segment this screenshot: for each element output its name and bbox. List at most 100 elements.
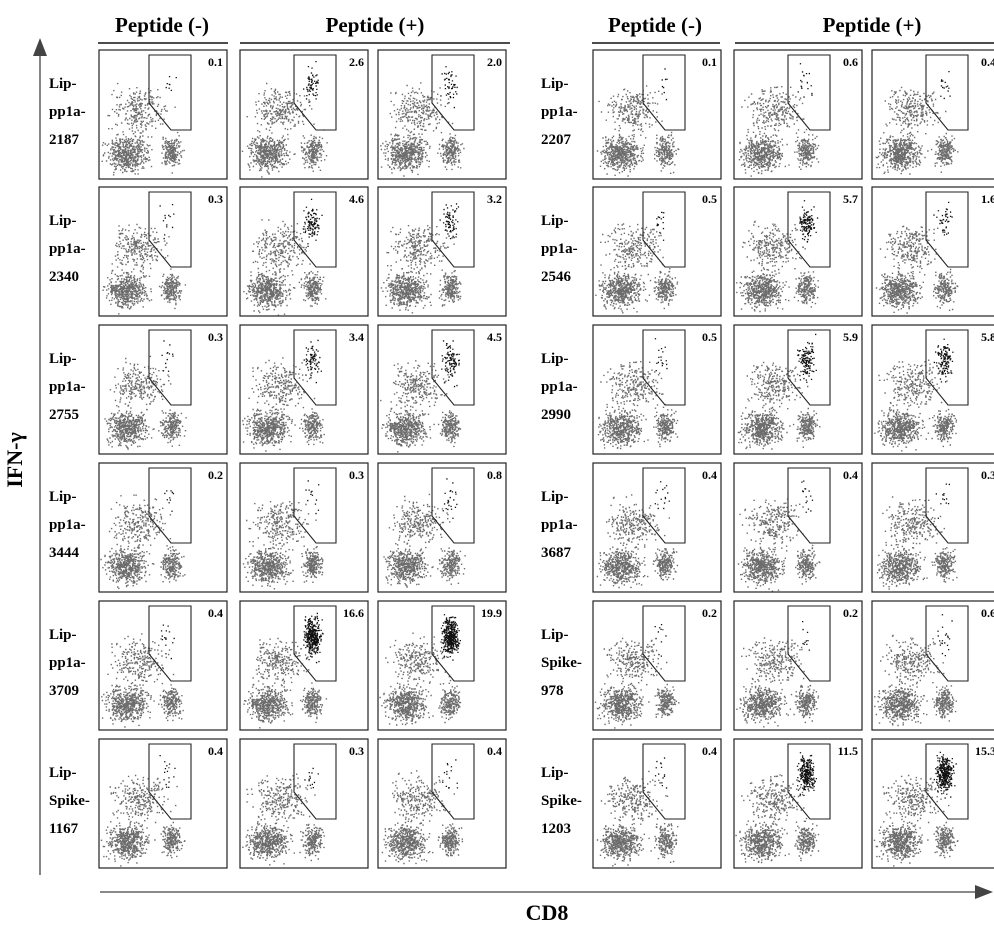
gate-percentage: 0.3 (208, 192, 223, 206)
background-events (596, 494, 679, 589)
background-events (379, 632, 462, 726)
gate-region (431, 743, 475, 820)
flow-panel: 0.4 (733, 462, 863, 593)
background-events (874, 634, 957, 727)
gate-percentage: 0.4 (702, 468, 717, 482)
row-label-line: 1167 (49, 821, 79, 837)
gate-percentage: 3.2 (487, 192, 502, 206)
x-axis-arrowhead (975, 885, 993, 899)
gate-region (148, 467, 192, 544)
gate-region (787, 467, 831, 544)
gate-percentage: 5.7 (843, 192, 858, 206)
background-events (735, 774, 820, 864)
row-label-line: Spike- (49, 793, 90, 809)
panel-frame (592, 738, 722, 869)
gate-region (431, 605, 475, 682)
row-label-line: Lip- (49, 627, 77, 643)
column-headers: Peptide (-) Peptide (+) Peptide (-) Pept… (98, 13, 994, 44)
background-events (241, 82, 328, 178)
gate-percentage: 19.9 (481, 606, 502, 620)
gated-events (937, 614, 953, 657)
gate-region (642, 467, 686, 544)
gate-percentage: 0.3 (349, 744, 364, 758)
row-label-line: Lip- (49, 489, 77, 505)
panel-frame (592, 324, 722, 455)
flow-panel: 1.6 (871, 186, 994, 317)
gated-events (933, 751, 957, 799)
panel-frame (98, 462, 228, 593)
background-events (594, 629, 680, 729)
background-events (243, 637, 328, 729)
gate-percentage: 5.9 (843, 330, 858, 344)
row-label-line: pp1a- (49, 379, 86, 395)
gate-region (148, 605, 192, 682)
background-events (595, 223, 679, 314)
row-label-line: 2990 (541, 407, 571, 423)
gated-events (940, 71, 951, 100)
row-label-line: 2207 (541, 132, 572, 148)
background-events (242, 357, 325, 452)
flow-panel: 0.6 (871, 600, 994, 731)
background-events (104, 355, 187, 450)
gated-events (654, 338, 668, 372)
gated-events (440, 614, 461, 661)
panel-frame (871, 462, 994, 593)
gate-region (148, 329, 192, 406)
flow-panel: 0.4 (98, 738, 228, 869)
flow-panel: 0.6 (733, 49, 863, 180)
background-events (101, 82, 185, 176)
gated-events (303, 339, 322, 384)
flow-panel: 0.2 (592, 600, 722, 731)
gate-percentage: 0.5 (702, 330, 717, 344)
flow-panel: 0.1 (98, 49, 228, 180)
background-events (596, 770, 679, 867)
row-label-line: Lip- (541, 489, 569, 505)
flow-panel: 16.6 (239, 600, 369, 731)
row-label-line: 2546 (541, 269, 572, 285)
gated-events (302, 198, 323, 247)
row-label-line: pp1a- (49, 104, 86, 120)
gate-region (293, 54, 337, 131)
gate-percentage: 0.4 (208, 744, 223, 758)
flow-panel: 0.4 (592, 462, 722, 593)
flow-panel: 2.0 (377, 49, 507, 180)
panel-frame (871, 49, 994, 180)
header-right-peptide-pos: Peptide (+) (823, 13, 922, 37)
background-events (100, 494, 186, 590)
panel-frame (871, 600, 994, 731)
x-axis: CD8 (100, 885, 993, 925)
row-label-line: 3709 (49, 683, 79, 699)
flow-panel: 3.2 (377, 186, 507, 317)
gated-events (300, 612, 324, 664)
gated-events (439, 203, 460, 248)
gate-region (431, 54, 475, 131)
row-label-line: Lip- (541, 765, 569, 781)
background-events (737, 498, 821, 592)
background-events (102, 223, 187, 315)
background-events (873, 767, 959, 867)
gate-region (293, 467, 337, 544)
gate-percentage: 3.4 (349, 330, 364, 344)
gated-events (797, 333, 817, 383)
row-label-line: Spike- (541, 793, 582, 809)
flow-panel: 0.3 (98, 186, 228, 317)
gated-events (933, 338, 954, 383)
gated-events (303, 61, 319, 103)
flow-panel: 5.8 (871, 324, 994, 455)
gate-percentage: 0.8 (487, 468, 502, 482)
gate-region (787, 605, 831, 682)
row-label-line: Lip- (49, 213, 77, 229)
flow-panel: 0.4 (871, 49, 994, 180)
row-label-line: 3687 (541, 545, 572, 561)
row-label-line: Lip- (541, 213, 569, 229)
row-label-line: pp1a- (541, 517, 578, 533)
gate-percentage: 4.5 (487, 330, 502, 344)
gate-region (925, 743, 969, 820)
flow-panel: 0.8 (377, 462, 507, 593)
row-label-line: pp1a- (49, 655, 86, 671)
flow-panel: 0.3 (871, 462, 994, 593)
gate-region (925, 329, 969, 406)
background-events (381, 770, 464, 865)
gate-region (431, 191, 475, 268)
gate-region (925, 54, 969, 131)
